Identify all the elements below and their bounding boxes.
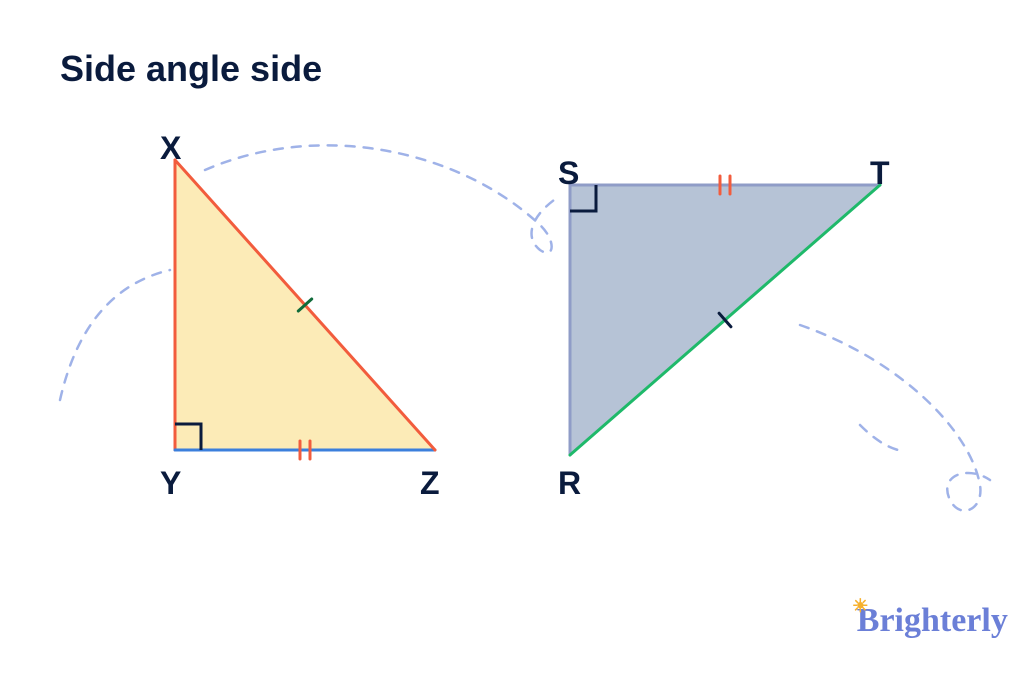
decorative-curve-3 (860, 425, 898, 450)
logo-text: Brighterly (857, 602, 1008, 639)
diagram-svg (0, 0, 1024, 683)
triangle-xyz-label-X: X (160, 130, 181, 167)
triangle-xyz-label-Z: Z (420, 465, 440, 502)
decorative-curve-1 (205, 145, 554, 252)
decorative-curve-2 (800, 325, 990, 511)
decorative-curve-0 (60, 270, 170, 400)
diagram-canvas: Side angle side ☀Brighterly XYZSTR (0, 0, 1024, 683)
brand-logo: ☀Brighterly (840, 602, 1008, 640)
sun-icon: ☀ (852, 596, 869, 617)
triangle-rst-label-T: T (870, 155, 890, 192)
triangle-xyz-label-Y: Y (160, 465, 181, 502)
triangle-rst-label-S: S (558, 155, 579, 192)
triangle-rst-label-R: R (558, 465, 581, 502)
